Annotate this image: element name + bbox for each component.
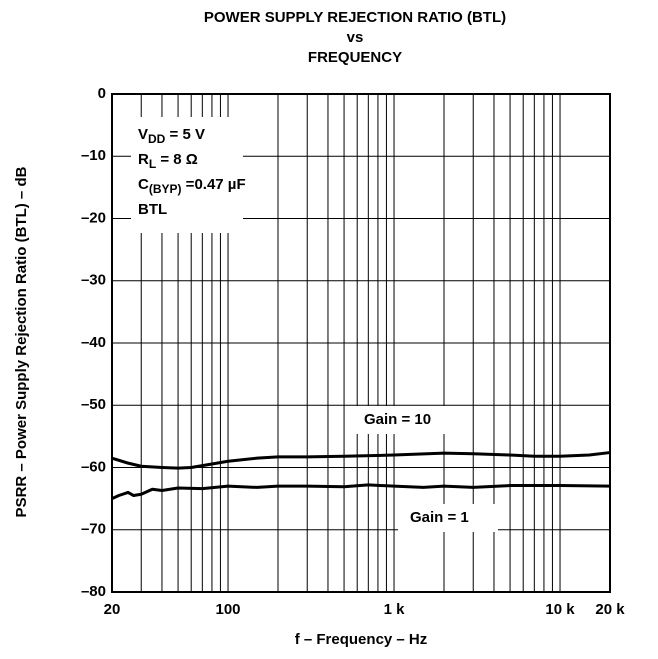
series-label: Gain = 1 <box>410 509 469 526</box>
y-tick-label: –30 <box>81 272 106 289</box>
x-tick-label: 1 k <box>384 601 406 618</box>
series-line <box>111 451 611 470</box>
conditions-box <box>131 117 243 233</box>
x-tick-label: 20 <box>104 601 121 618</box>
condition-main: V <box>138 126 148 143</box>
y-tick-label: –10 <box>81 147 106 164</box>
y-tick-label: –40 <box>81 334 106 351</box>
condition-main: R <box>138 151 149 168</box>
condition-text: RL = 8 Ω <box>138 151 198 171</box>
y-tick-label: –80 <box>81 583 106 600</box>
series-label-box <box>352 406 462 434</box>
condition-sub: L <box>149 157 156 171</box>
x-tick-label: 20 k <box>595 601 625 618</box>
condition-rest: =0.47 µF <box>182 176 246 193</box>
condition-text: VDD = 5 V <box>138 126 205 146</box>
y-tick-label: –60 <box>81 458 106 475</box>
condition-rest: = 8 Ω <box>156 151 198 168</box>
chart-title: POWER SUPPLY REJECTION RATIO (BTL) <box>204 9 506 26</box>
x-tick-label: 10 k <box>545 601 575 618</box>
condition-rest: = 5 V <box>165 126 205 143</box>
y-axis-label: PSRR – Power Supply Rejection Ratio (BTL… <box>13 166 30 517</box>
condition-main: BTL <box>138 201 167 218</box>
condition-sub: DD <box>148 132 166 146</box>
x-tick-label: 100 <box>216 601 241 618</box>
series-label: Gain = 10 <box>364 411 431 428</box>
chart-title: vs <box>347 29 364 46</box>
y-tick-label: –70 <box>81 521 106 538</box>
plot-frame <box>111 93 611 593</box>
y-tick-label: –50 <box>81 396 106 413</box>
series-label-box <box>398 504 498 532</box>
condition-sub: (BYP) <box>149 182 182 196</box>
y-tick-label: 0 <box>98 85 106 102</box>
chart-title: FREQUENCY <box>308 49 402 66</box>
y-tick-label: –20 <box>81 209 106 226</box>
condition-text: BTL <box>138 201 167 218</box>
condition-main: C <box>138 176 149 193</box>
x-axis-label: f – Frequency – Hz <box>295 631 428 648</box>
condition-text: C(BYP) =0.47 µF <box>138 176 246 196</box>
series-line <box>111 483 611 500</box>
